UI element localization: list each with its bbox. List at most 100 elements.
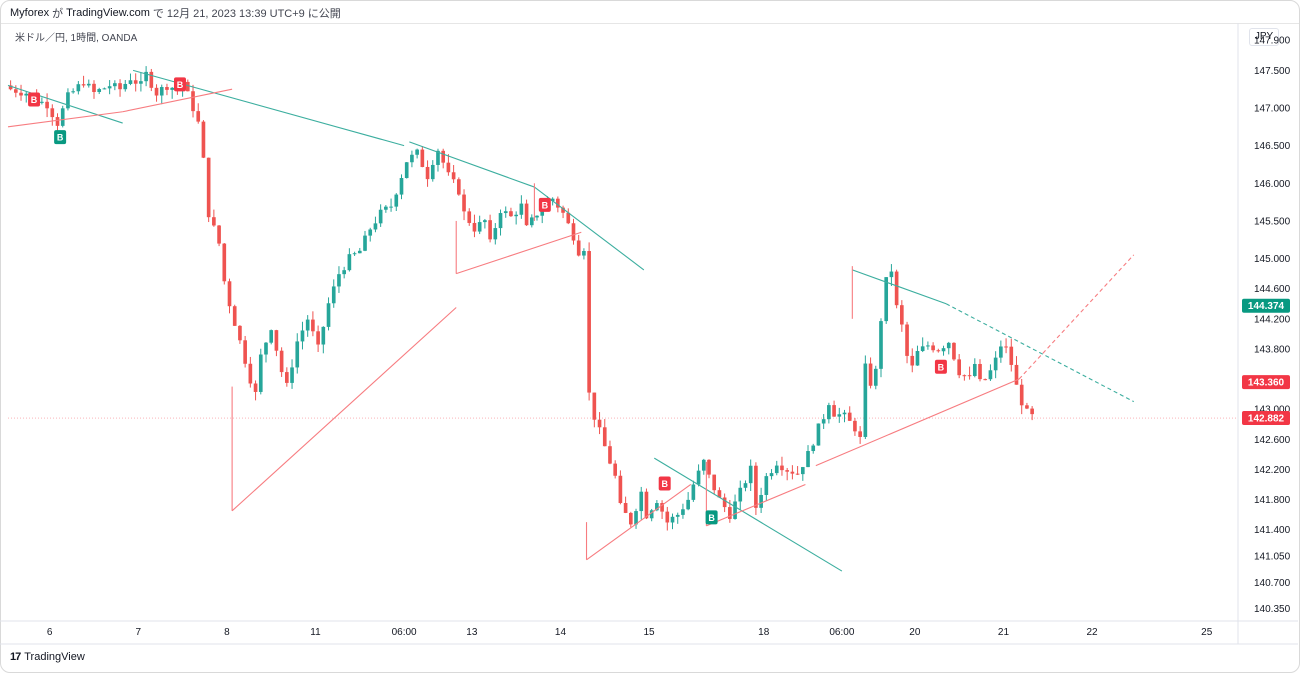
candle-body bbox=[759, 494, 763, 508]
candle-body bbox=[978, 363, 982, 380]
candle-body bbox=[837, 414, 842, 417]
candle-body bbox=[352, 253, 357, 255]
candle-body bbox=[634, 511, 638, 525]
candles bbox=[8, 66, 1034, 531]
candle-body bbox=[884, 277, 889, 322]
candle-body bbox=[232, 306, 237, 326]
candle-body bbox=[243, 340, 247, 364]
trade-marker[interactable]: B bbox=[658, 476, 671, 491]
price-axis-value: 143.360 bbox=[1248, 378, 1285, 389]
candle-body bbox=[436, 150, 440, 165]
trade-marker[interactable]: B bbox=[934, 359, 947, 374]
candle-body bbox=[795, 473, 800, 475]
x-tick-label: 22 bbox=[1087, 627, 1099, 638]
trade-marker[interactable]: B bbox=[173, 77, 186, 92]
candle-body bbox=[879, 321, 883, 369]
resistance-trendline[interactable] bbox=[409, 141, 535, 188]
y-tick-label: 140.350 bbox=[1254, 604, 1291, 615]
candle-body bbox=[425, 166, 430, 180]
resistance_dashed-trendline[interactable] bbox=[945, 303, 1135, 403]
candle-body bbox=[993, 357, 998, 371]
price-axis-value: 142.882 bbox=[1248, 414, 1285, 425]
support-trendline[interactable] bbox=[706, 483, 806, 527]
candle-body bbox=[40, 101, 44, 103]
support-trendline[interactable] bbox=[7, 111, 123, 128]
candle-body bbox=[13, 89, 18, 93]
trade-marker[interactable]: B bbox=[538, 197, 551, 212]
candle-body bbox=[123, 83, 128, 90]
resistance-trendline[interactable] bbox=[7, 84, 123, 124]
candle-body bbox=[967, 375, 972, 377]
candle-body bbox=[384, 206, 388, 210]
brand-name: TradingView bbox=[24, 651, 85, 663]
candle-body bbox=[717, 490, 722, 498]
candle-body bbox=[556, 198, 560, 208]
candle-body bbox=[529, 217, 534, 226]
resistance-trendline[interactable] bbox=[653, 457, 843, 572]
support-trendline[interactable] bbox=[456, 231, 582, 275]
candle-body bbox=[159, 87, 164, 96]
y-tick-label: 145.000 bbox=[1254, 254, 1291, 265]
trendlines bbox=[7, 69, 1135, 572]
candle-body bbox=[592, 392, 597, 420]
candle-body bbox=[462, 194, 466, 212]
candle-body bbox=[728, 507, 732, 519]
candle-body bbox=[1030, 408, 1034, 415]
candle-body bbox=[660, 503, 664, 512]
candle-body bbox=[45, 101, 49, 109]
candle-body bbox=[92, 83, 96, 93]
candle-body bbox=[300, 330, 305, 342]
candle-body bbox=[550, 198, 555, 202]
currency-button[interactable]: JPY bbox=[1249, 28, 1279, 46]
support-trendline[interactable] bbox=[815, 378, 1020, 467]
candle-body bbox=[670, 516, 675, 523]
y-tick-label: 141.800 bbox=[1254, 495, 1291, 506]
particle-de: で bbox=[152, 8, 164, 20]
resistance-trendline[interactable] bbox=[534, 186, 645, 271]
y-tick-label: 142.200 bbox=[1254, 465, 1291, 476]
publisher-name[interactable]: Myforex bbox=[10, 7, 50, 19]
support-trendline[interactable] bbox=[231, 307, 457, 512]
candle-body bbox=[274, 330, 279, 351]
candle-body bbox=[686, 499, 690, 510]
candle-body bbox=[373, 223, 378, 230]
price-axis-label: 143.360 bbox=[1242, 375, 1290, 390]
x-tick-label: 21 bbox=[998, 627, 1010, 638]
candle-body bbox=[665, 511, 670, 523]
candle-body bbox=[774, 465, 779, 474]
support-trendline[interactable] bbox=[586, 484, 692, 561]
candle-body bbox=[655, 503, 659, 511]
price-axis-label: 142.882 bbox=[1242, 411, 1290, 426]
candle-body bbox=[107, 86, 112, 89]
x-tick-label: 25 bbox=[1201, 627, 1213, 638]
candle-body bbox=[118, 83, 122, 90]
y-tick-label: 145.500 bbox=[1254, 216, 1291, 227]
tradingview-brand[interactable]: 17 TradingView bbox=[10, 651, 85, 663]
candle-body bbox=[441, 150, 446, 163]
candle-body bbox=[748, 465, 753, 484]
candle-body bbox=[1009, 346, 1014, 365]
candle-body bbox=[305, 319, 310, 331]
publish-bar: Myforex が TradingView.com で 12月 21, 2023… bbox=[10, 6, 344, 20]
x-tick-label: 11 bbox=[310, 627, 321, 638]
resistance-trendline[interactable] bbox=[132, 69, 405, 147]
candle-body bbox=[946, 342, 951, 349]
support_dashed-trendline[interactable] bbox=[1018, 254, 1135, 380]
candle-body bbox=[790, 471, 795, 474]
candle-body bbox=[279, 350, 284, 373]
candle-body bbox=[316, 331, 320, 345]
support-trendline[interactable] bbox=[122, 88, 233, 113]
candle-body bbox=[264, 342, 268, 355]
trade-marker-label: B bbox=[708, 513, 715, 523]
trade-marker[interactable]: B bbox=[54, 130, 67, 145]
trade-marker[interactable]: B bbox=[28, 92, 41, 107]
platform-name[interactable]: TradingView.com bbox=[66, 7, 150, 19]
candle-body bbox=[113, 83, 117, 87]
trade-marker[interactable]: B bbox=[705, 510, 718, 525]
x-tick-label: 06:00 bbox=[829, 627, 854, 638]
resistance-trendline[interactable] bbox=[852, 269, 947, 305]
y-tick-label: 143.000 bbox=[1254, 405, 1291, 416]
candle-body bbox=[368, 229, 373, 236]
